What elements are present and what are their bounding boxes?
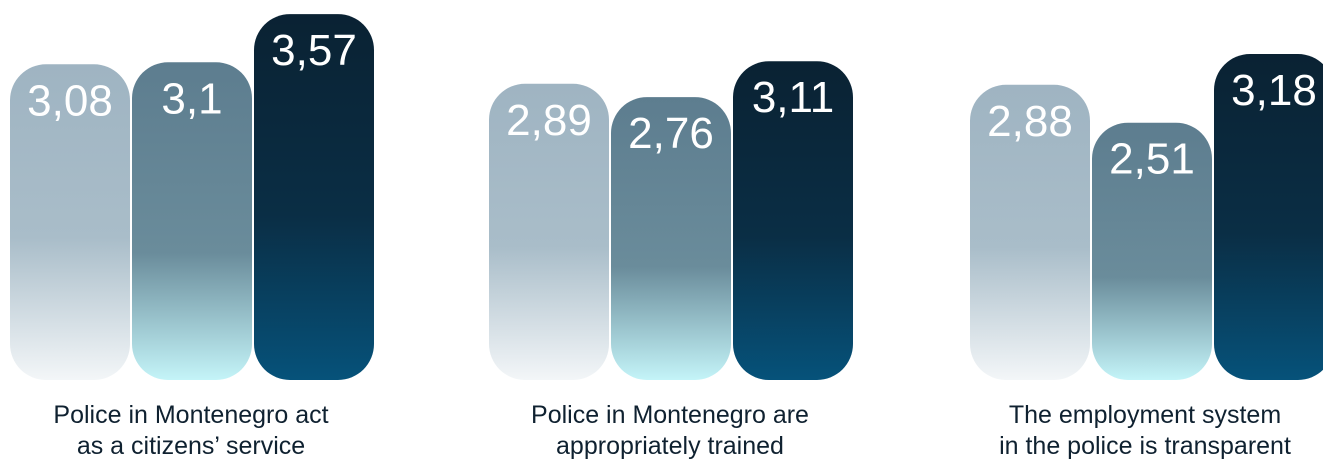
category-label-line: as a citizens’ service	[76, 432, 306, 460]
bar-value-label: 3,1	[161, 74, 222, 123]
bar-series-3	[1214, 54, 1323, 380]
category-label-line: appropriately trained	[556, 432, 784, 460]
bar-series-1	[970, 84, 1090, 381]
bar-value-label: 2,76	[628, 109, 714, 158]
category-label: Police in Montenegro act as a citizens’ …	[41, 400, 341, 462]
bar-value-label: 3,57	[271, 26, 357, 75]
category-label: Police in Montenegro are appropriately t…	[520, 400, 820, 462]
bar-series-2	[611, 97, 731, 380]
bar-value-label: 2,51	[1109, 135, 1195, 184]
bar-value-label: 3,18	[1231, 66, 1317, 115]
category-label: The employment system in the police is t…	[995, 400, 1295, 462]
bar-value-label: 3,11	[752, 73, 834, 122]
category-label-line: Police in Montenegro act	[53, 401, 329, 429]
category-label-line: in the police is transparent	[999, 432, 1291, 460]
category-label-line: Police in Montenegro are	[531, 401, 809, 429]
category-label-line: The employment system	[1008, 401, 1282, 429]
bar-series-2	[1092, 122, 1212, 380]
bar-series-2	[132, 62, 252, 380]
bar-series-1	[489, 83, 609, 381]
bar-series-1	[10, 64, 130, 381]
bar-value-label: 2,89	[506, 96, 592, 145]
bar-series-3	[254, 14, 374, 380]
bar-value-label: 3,08	[27, 76, 113, 125]
bar-value-label: 2,88	[987, 97, 1073, 146]
bar-series-3	[733, 61, 853, 380]
